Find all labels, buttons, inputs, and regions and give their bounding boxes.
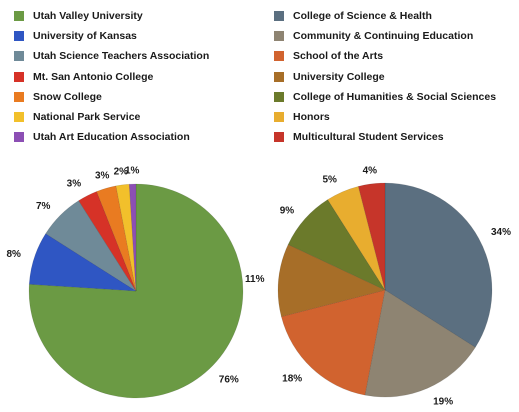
- legend-label: Utah Science Teachers Association: [33, 50, 210, 63]
- legend-swatch: [274, 51, 284, 62]
- legend-item: College of Humanities & Social Sciences: [274, 87, 519, 107]
- legend-label: College of Science & Health: [293, 10, 432, 22]
- legend-label: College of Humanities & Social Sciences: [293, 90, 497, 103]
- legend-swatch: [14, 71, 24, 82]
- pie-slice: [327, 185, 386, 291]
- legend-swatch: [14, 51, 24, 62]
- legend-swatch: [274, 132, 284, 143]
- legend-item: National Park Service: [14, 107, 264, 127]
- slice-label: 11%: [245, 274, 265, 285]
- legend-swatch: [14, 132, 24, 143]
- legend-item: Mt. San Antonio College: [14, 67, 264, 87]
- legend-swatch: [14, 111, 24, 122]
- slice-label: 18%: [282, 374, 302, 385]
- legend-item: Utah Valley University: [14, 6, 264, 26]
- slice-label: 1%: [125, 166, 140, 177]
- legend-label: University College: [293, 70, 385, 83]
- legend-left: Utah Valley University University of Kans…: [14, 6, 264, 147]
- pie-slice: [115, 183, 137, 292]
- legend-item: Honors: [274, 107, 519, 127]
- legend-swatch: [14, 91, 24, 102]
- legend-item: University College: [274, 67, 519, 87]
- legend-item: Multicultural Student Services: [274, 127, 519, 147]
- legend-swatch: [274, 11, 284, 21]
- legend-label: Community & Continuing Education: [293, 30, 474, 43]
- pie-slice: [78, 191, 137, 292]
- legend-swatch: [274, 31, 284, 42]
- slice-label: 2%: [114, 167, 129, 178]
- slice-label: 76%: [219, 375, 239, 386]
- legend-item: College of Science & Health: [274, 6, 519, 26]
- pie-slice: [358, 182, 386, 291]
- legend-label: School of the Arts: [293, 50, 384, 63]
- legend-label: Honors: [293, 110, 330, 123]
- legend-swatch: [274, 71, 284, 82]
- legend-swatch: [14, 31, 24, 42]
- legend-swatch: [14, 11, 24, 21]
- legend-item: Utah Science Teachers Association: [14, 46, 264, 66]
- legend-label: Utah Valley University: [33, 10, 143, 22]
- legend-label: Mt. San Antonio College: [33, 70, 154, 83]
- pie-slice: [384, 182, 493, 348]
- legend-item: Snow College: [14, 87, 264, 107]
- legend-label: University of Kansas: [33, 30, 137, 43]
- legend-swatch: [274, 91, 284, 102]
- legend-swatch: [274, 111, 284, 122]
- pie-slice: [128, 183, 137, 292]
- pie-slice: [28, 183, 244, 399]
- slice-label: 3%: [95, 170, 110, 181]
- pie-slice: [287, 199, 386, 291]
- legend-right: College of Science & Health Community & C…: [274, 6, 519, 147]
- slice-label: 34%: [491, 227, 511, 238]
- slice-label: 8%: [6, 249, 21, 260]
- legend-label: Multicultural Student Services: [293, 131, 444, 144]
- legend-label: Snow College: [33, 90, 102, 103]
- pie-slice: [28, 233, 137, 292]
- pie-slice: [277, 244, 386, 317]
- slice-label: 5%: [322, 175, 337, 186]
- slice-label: 4%: [363, 166, 378, 177]
- pie-slice: [45, 200, 137, 292]
- legend-label: Utah Art Education Association: [33, 131, 190, 144]
- slice-label: 19%: [433, 397, 453, 408]
- pie-slice: [364, 289, 476, 398]
- legend-item: School of the Arts: [274, 46, 519, 66]
- slice-label: 9%: [280, 206, 295, 217]
- legend-item: Utah Art Education Association: [14, 127, 264, 147]
- pie-slice: [96, 185, 137, 292]
- legend-item: University of Kansas: [14, 26, 264, 46]
- legend-item: Community & Continuing Education: [274, 26, 519, 46]
- legend-label: National Park Service: [33, 110, 141, 123]
- slice-label: 7%: [36, 201, 51, 212]
- slice-label: 3%: [67, 179, 82, 190]
- pie-slice: [280, 289, 386, 396]
